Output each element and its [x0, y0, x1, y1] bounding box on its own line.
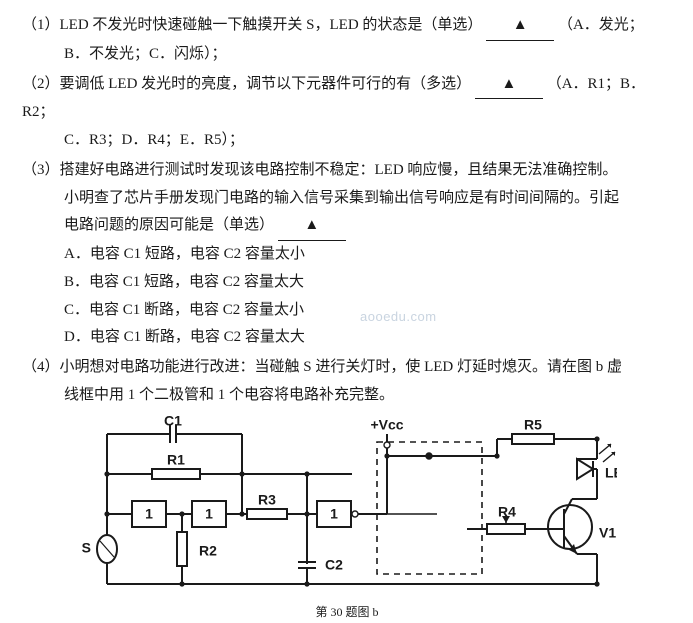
svg-text:C2: C2 [325, 556, 343, 572]
question-3: （3）搭建好电路进行测试时发现该电路控制不稳定：LED 响应慢，且结果无法准确控… [22, 157, 671, 352]
svg-text:V1: V1 [599, 524, 616, 540]
q1-num: （1） [22, 17, 60, 33]
q2-blank: ▲ [475, 71, 543, 100]
q3-num: （3） [22, 162, 60, 178]
svg-text:R5: R5 [524, 416, 542, 432]
q3-opt-c: C．电容 C1 断路，电容 C2 容量太小 [64, 297, 671, 325]
q3-opt-d: D．电容 C1 断路，电容 C2 容量太大 [64, 324, 671, 352]
question-4: （4）小明想对电路功能进行改进：当碰触 S 进行关灯时，使 LED 灯延时熄灭。… [22, 354, 671, 410]
circuit-figure: C1 R1 S 1 R2 1 R3 1 C2 +Vcc R4 R5 LED V1 第 30 题图 b [22, 414, 672, 623]
svg-text:LED: LED [605, 464, 617, 480]
q4-line2: 线框中用 1 个二极管和 1 个电容将电路补充完整。 [22, 382, 671, 410]
svg-text:1: 1 [330, 505, 338, 521]
svg-text:R1: R1 [167, 451, 185, 467]
svg-text:+Vcc: +Vcc [370, 416, 403, 432]
q1-blank: ▲ [486, 12, 554, 41]
question-2: （2）要调低 LED 发光时的亮度，调节以下元器件可行的有（多选） ▲ （A．R… [22, 71, 671, 155]
svg-text:R4: R4 [498, 503, 516, 519]
q1-text-b: （A．发光； [558, 17, 644, 33]
svg-text:R3: R3 [258, 491, 276, 507]
q3-opt-b: B．电容 C1 短路，电容 C2 容量太大 [64, 269, 671, 297]
q3-line1: 搭建好电路进行测试时发现该电路控制不稳定：LED 响应慢，且结果无法准确控制。 [60, 162, 618, 178]
question-1: （1）LED 不发光时快速碰触一下触摸开关 S，LED 的状态是（单选） ▲ （… [22, 12, 671, 69]
q4-num: （4） [22, 359, 60, 375]
svg-text:C1: C1 [164, 414, 182, 429]
q4-line1: 小明想对电路功能进行改进：当碰触 S 进行关灯时，使 LED 灯延时熄灭。请在图… [60, 359, 623, 375]
q2-num: （2） [22, 76, 60, 92]
svg-text:1: 1 [145, 505, 153, 521]
q3-line2: 小明查了芯片手册发现门电路的输入信号采集到输出信号响应是有时间间隔的。引起 [22, 185, 671, 213]
q1-text-a: LED 不发光时快速碰触一下触摸开关 S，LED 的状态是（单选） [60, 17, 483, 33]
figure-caption: 第 30 题图 b [22, 601, 672, 623]
blank-triangle: ▲ [502, 76, 517, 92]
q3-line3: 电路问题的原因可能是（单选） [64, 217, 274, 233]
q3-opt-a: A．电容 C1 短路，电容 C2 容量太小 [64, 241, 671, 269]
svg-text:1: 1 [205, 505, 213, 521]
svg-text:S: S [82, 539, 91, 555]
q2-cont: C．R3；D．R4；E．R5）； [22, 127, 671, 155]
q2-text-a: 要调低 LED 发光时的亮度，调节以下元器件可行的有（多选） [60, 76, 472, 92]
svg-text:R2: R2 [199, 542, 217, 558]
blank-triangle: ▲ [304, 217, 319, 233]
q1-cont: B．不发光；C．闪烁）； [22, 41, 671, 69]
q3-blank: ▲ [278, 212, 346, 241]
circuit-diagram: C1 R1 S 1 R2 1 R3 1 C2 +Vcc R4 R5 LED V1 [77, 414, 617, 599]
blank-triangle: ▲ [513, 17, 528, 33]
